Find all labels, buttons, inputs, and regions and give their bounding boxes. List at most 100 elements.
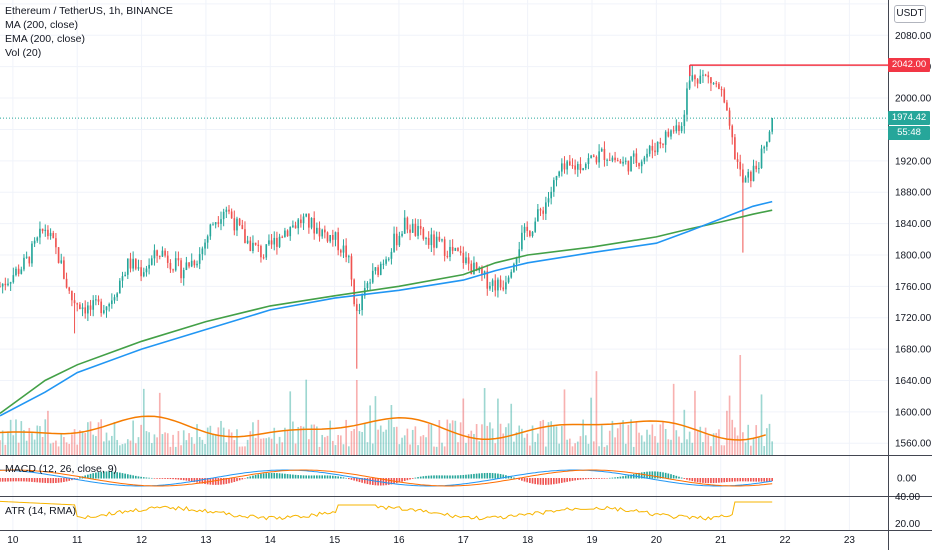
macd-histogram-bar bbox=[236, 478, 238, 482]
macd-histogram-bar bbox=[651, 471, 654, 479]
indicator-ma-label[interactable]: MA (200, close) bbox=[5, 19, 78, 31]
macd-histogram-bar bbox=[369, 478, 371, 485]
time-axis-label: 23 bbox=[844, 535, 856, 546]
volume-bar bbox=[553, 426, 555, 455]
volume-bar bbox=[190, 437, 193, 455]
candle-body bbox=[734, 137, 736, 160]
indicator-macd-label[interactable]: MACD (12, 26, close, 9) bbox=[5, 463, 118, 475]
volume-bar bbox=[755, 425, 758, 455]
volume-bar bbox=[518, 425, 521, 455]
volume-bar bbox=[606, 445, 608, 455]
candle-body bbox=[236, 218, 238, 231]
candle-body bbox=[121, 276, 124, 281]
macd-histogram-bar bbox=[68, 478, 71, 481]
macd-histogram-bar bbox=[403, 478, 406, 481]
macd-histogram-bar bbox=[371, 478, 374, 485]
volume-bar bbox=[622, 420, 624, 455]
candle-body bbox=[446, 255, 449, 257]
volume-bar bbox=[212, 434, 214, 455]
macd-histogram-bar bbox=[329, 475, 331, 479]
macd-histogram-bar bbox=[768, 478, 771, 482]
volume-bar bbox=[670, 439, 672, 455]
volume-bar bbox=[537, 433, 539, 455]
indicator-atr-label[interactable]: ATR (14, RMA) bbox=[5, 505, 76, 517]
macd-histogram-bar bbox=[137, 476, 140, 479]
volume-bar bbox=[635, 422, 638, 455]
volume-bar bbox=[656, 442, 659, 455]
volume-bar bbox=[31, 433, 33, 455]
candle-body bbox=[188, 262, 190, 267]
macd-histogram-bar bbox=[654, 471, 656, 479]
candle-body bbox=[752, 165, 755, 182]
macd-histogram-bar bbox=[537, 478, 539, 485]
candle-body bbox=[316, 227, 318, 234]
candle-body bbox=[435, 236, 438, 248]
volume-bar bbox=[510, 403, 513, 455]
macd-histogram-bar bbox=[214, 478, 217, 485]
candle-body bbox=[9, 282, 12, 284]
volume-bar bbox=[614, 437, 616, 455]
moving-average-lines bbox=[0, 64, 888, 441]
volume-bar bbox=[467, 433, 470, 455]
macd-histogram-bar bbox=[702, 478, 704, 483]
macd-histogram-bar bbox=[182, 478, 185, 481]
macd-histogram-bar bbox=[454, 475, 457, 479]
volume-bar bbox=[4, 444, 7, 455]
volume-bar bbox=[292, 421, 294, 455]
macd-histogram-bar bbox=[169, 478, 172, 480]
volume-bar bbox=[97, 422, 100, 455]
volume-bar bbox=[257, 419, 260, 455]
macd-histogram-bar bbox=[497, 473, 499, 479]
volume-bar bbox=[180, 445, 182, 455]
candle-body bbox=[262, 257, 265, 259]
candle-body bbox=[433, 234, 435, 248]
candle-body bbox=[486, 271, 489, 289]
macd-histogram-bar bbox=[529, 478, 531, 484]
macd-histogram-bar bbox=[100, 471, 103, 479]
volume-bar bbox=[196, 424, 198, 455]
indicator-vol-label[interactable]: Vol (20) bbox=[5, 47, 42, 59]
macd-histogram-bar bbox=[720, 478, 723, 483]
macd-histogram-bar bbox=[531, 478, 534, 484]
candle-body bbox=[595, 156, 598, 163]
candle-body bbox=[324, 229, 326, 233]
volume-bar bbox=[608, 430, 611, 455]
macd-histogram-bar bbox=[23, 478, 25, 482]
candle-body bbox=[111, 300, 113, 305]
candle-body bbox=[28, 256, 31, 264]
volume-bar bbox=[246, 439, 249, 455]
macd-histogram-bar bbox=[188, 478, 190, 482]
candle-body bbox=[371, 270, 374, 283]
macd-histogram-bar bbox=[630, 474, 632, 479]
candle-body bbox=[87, 305, 89, 314]
volume-bar bbox=[576, 441, 579, 455]
candle-body bbox=[270, 240, 273, 245]
macd-histogram-bar bbox=[158, 478, 161, 479]
volume-bar bbox=[646, 429, 648, 455]
indicator-ema-label[interactable]: EMA (200, close) bbox=[5, 33, 85, 45]
candle-body bbox=[361, 295, 363, 311]
symbol-title[interactable]: Ethereum / TetherUS, 1h, BINANCE bbox=[5, 5, 173, 17]
volume-bar bbox=[379, 425, 382, 455]
macd-histogram-bar bbox=[246, 477, 249, 479]
volume-bar bbox=[427, 424, 430, 455]
candle-body bbox=[182, 269, 185, 279]
candle-body bbox=[214, 222, 217, 225]
currency-button[interactable]: USDT bbox=[894, 5, 926, 23]
volume-bar bbox=[230, 432, 233, 455]
volume-bar bbox=[502, 433, 505, 455]
volume-bar bbox=[731, 419, 734, 455]
macd-histogram-bar bbox=[313, 475, 316, 479]
volume-bar bbox=[387, 420, 390, 455]
volume-bar bbox=[744, 442, 747, 455]
macd-histogram-bar bbox=[499, 474, 502, 479]
macd-histogram-bar bbox=[643, 472, 646, 479]
candle-body bbox=[419, 226, 422, 229]
candle-body bbox=[387, 258, 390, 260]
volume-bar bbox=[662, 421, 664, 455]
volume-bar bbox=[718, 429, 720, 455]
time-axis-label: 12 bbox=[136, 535, 148, 546]
volume-bar bbox=[529, 445, 531, 455]
macd-signal-line bbox=[0, 469, 773, 487]
